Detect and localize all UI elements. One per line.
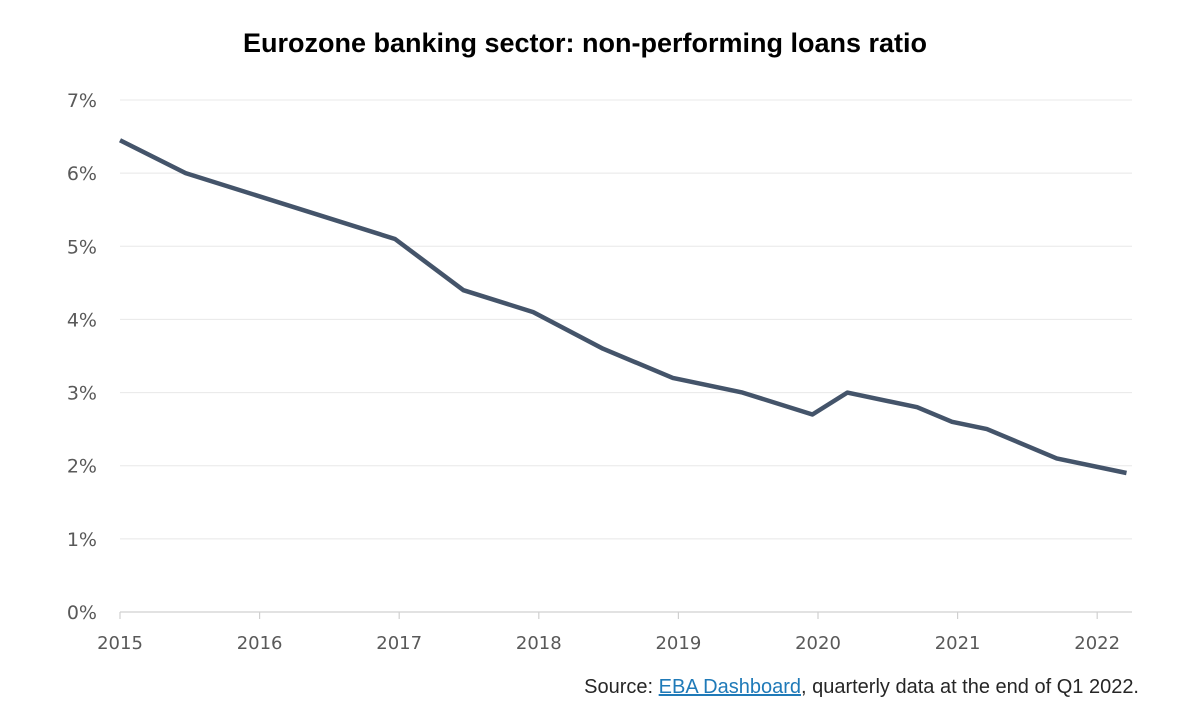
y-tick-label: 4% (67, 309, 97, 331)
x-tick-label: 2015 (97, 633, 143, 654)
y-tick-label: 5% (67, 236, 97, 258)
npl-ratio-line (118, 138, 1127, 476)
x-tick-label: 2017 (376, 633, 422, 654)
eba-dashboard-link[interactable]: EBA Dashboard (658, 676, 801, 698)
y-axis-ticks: 0% 1% 2% 3% 4% 5% 6% 7% (67, 90, 97, 624)
chart-title: Eurozone banking sector: non-performing … (242, 28, 928, 58)
x-tick-label: 2019 (655, 633, 701, 654)
y-tick-label: 3% (67, 383, 97, 405)
x-tick-label: 2021 (935, 633, 981, 654)
x-tick-label: 2020 (795, 633, 841, 654)
y-tick-label: 0% (67, 602, 97, 624)
source-suffix: , quarterly data at the end of Q1 2022. (800, 676, 1139, 698)
x-tick-label: 2018 (516, 633, 562, 654)
source-prefix: Source: (584, 676, 659, 698)
gridlines (120, 99, 1132, 540)
y-tick-label: 1% (67, 529, 97, 551)
x-tick-label: 2022 (1074, 633, 1120, 654)
y-tick-label: 2% (67, 456, 97, 478)
source-note: Source: EBA Dashboard, quarterly data at… (584, 676, 1139, 699)
x-tick-label: 2016 (237, 633, 283, 654)
y-tick-label: 6% (67, 163, 97, 185)
y-tick-label: 7% (67, 90, 97, 112)
x-axis: 2015 2016 2017 2018 2019 2020 2021 2022 (97, 611, 1132, 654)
